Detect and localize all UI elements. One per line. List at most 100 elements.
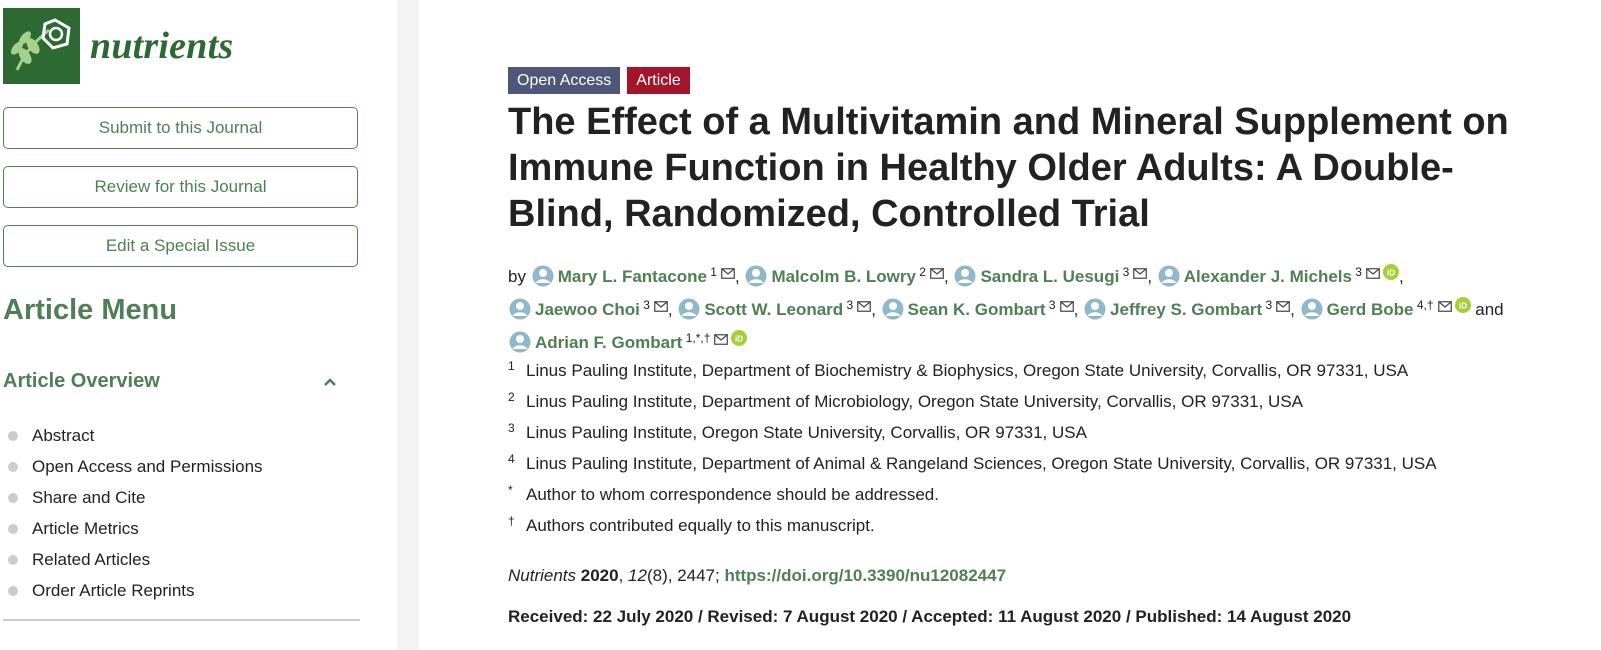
by-label: by — [508, 267, 526, 286]
author-affiliation-sup: 3 — [1262, 298, 1273, 312]
mail-icon[interactable] — [721, 260, 735, 279]
author-name-link[interactable]: Scott W. Leonard — [704, 300, 844, 319]
author-affiliation-sup: 2 — [915, 265, 926, 279]
mail-icon[interactable] — [1276, 293, 1291, 312]
author-profile-icon — [744, 265, 768, 287]
author-item: Gerd Bobe 4,† iD — [1300, 297, 1471, 320]
mail-icon[interactable] — [1133, 260, 1148, 279]
citation-volume: 12 — [628, 566, 647, 585]
edit-special-issue-button[interactable]: Edit a Special Issue — [3, 225, 358, 267]
mail-icon[interactable] — [1437, 293, 1452, 312]
svg-text:iD: iD — [1387, 269, 1395, 278]
journal-name: nutrients — [90, 25, 234, 67]
sidebar: nutrients Submit to this Journal Review … — [0, 0, 397, 650]
orcid-icon[interactable]: iD — [1454, 294, 1471, 313]
author-name-link[interactable]: Gerd Bobe — [1326, 300, 1414, 319]
author-item: Jeffrey S. Gombart 3 — [1083, 298, 1291, 320]
doi-link[interactable]: https://doi.org/10.3390/nu12082447 — [724, 566, 1007, 585]
mail-icon[interactable] — [1366, 260, 1380, 279]
author-name-link[interactable]: Jeffrey S. Gombart — [1110, 300, 1263, 319]
author-name-link[interactable]: Mary L. Fantacone — [557, 267, 707, 286]
citation-journal: Nutrients — [508, 566, 577, 585]
author-affiliation-sup: 4,† — [1413, 298, 1434, 312]
author-name-link[interactable]: Malcolm B. Lowry — [771, 267, 916, 286]
author-affiliation-sup: 3 — [843, 298, 854, 312]
article-overview-toggle[interactable]: Article Overview — [3, 370, 343, 393]
sidebar-divider — [3, 619, 360, 621]
review-for-journal-button[interactable]: Review for this Journal — [3, 166, 358, 208]
author-item: Sandra L. Uesugi 3 — [953, 265, 1148, 287]
author-profile-icon — [531, 265, 555, 287]
affiliation-mark: 1 — [508, 359, 515, 373]
author-name-link[interactable]: Sean K. Gombart — [907, 300, 1046, 319]
article-overview-label: Article Overview — [3, 370, 160, 392]
bullet-icon — [8, 523, 18, 534]
affiliation-mark: 3 — [508, 421, 515, 435]
bullet-icon — [8, 585, 18, 596]
article-menu-title: Article Menu — [3, 294, 178, 326]
affiliation-mark: * — [508, 483, 513, 497]
author-profile-icon — [881, 298, 905, 320]
mail-icon[interactable] — [857, 293, 872, 312]
menu-item-label: Article Metrics — [32, 518, 139, 538]
mail-icon[interactable] — [654, 293, 668, 312]
menu-item-open-access[interactable]: Open Access and Permissions — [8, 451, 263, 482]
author-item: Malcolm B. Lowry 2 — [744, 265, 944, 287]
author-profile-icon — [1083, 298, 1107, 320]
citation-issue: (8), 2447; — [646, 566, 725, 585]
chevron-up-icon[interactable] — [317, 372, 343, 392]
affiliation-text: Authors contributed equally to this manu… — [526, 516, 875, 535]
bullet-icon — [8, 492, 18, 503]
open-access-badge[interactable]: Open Access — [508, 67, 621, 94]
menu-item-order-reprints[interactable]: Order Article Reprints — [8, 575, 263, 606]
affiliation-text: Author to whom correspondence should be … — [526, 485, 939, 504]
menu-item-related-articles[interactable]: Related Articles — [8, 544, 263, 575]
article-main: Open Access Article The Effect of a Mult… — [419, 0, 1601, 650]
author-name-link[interactable]: Adrian F. Gombart — [535, 333, 683, 352]
author-profile-icon — [1157, 265, 1181, 287]
affiliation-mark: 2 — [508, 390, 515, 404]
author-affiliation-sup: 3 — [639, 298, 650, 312]
author-profile-icon — [508, 298, 532, 320]
author-item: Alexander J. Michels 3 iD — [1157, 264, 1399, 287]
menu-item-label: Abstract — [32, 425, 95, 445]
and-label: and — [1475, 300, 1504, 319]
author-name-link[interactable]: Sandra L. Uesugi — [980, 267, 1120, 286]
author-profile-icon — [1300, 298, 1324, 320]
author-item: Mary L. Fantacone 1 — [531, 265, 735, 287]
submit-to-journal-button[interactable]: Submit to this Journal — [3, 107, 358, 149]
author-item: Adrian F. Gombart 1,*,† iD — [508, 330, 748, 353]
mail-icon[interactable] — [930, 260, 944, 279]
citation-line: Nutrients 2020, 12(8), 2447; https://doi… — [508, 566, 1007, 585]
author-affiliation-sup: 1,*,† — [682, 331, 711, 345]
menu-item-label: Order Article Reprints — [32, 580, 195, 600]
mail-icon[interactable] — [1059, 293, 1074, 312]
menu-item-share-cite[interactable]: Share and Cite — [8, 482, 263, 513]
author-affiliation-sup: 3 — [1045, 298, 1056, 312]
journal-logo[interactable]: nutrients — [3, 8, 233, 84]
menu-item-abstract[interactable]: Abstract — [8, 420, 263, 451]
article-menu-list: Abstract Open Access and Permissions Sha… — [8, 420, 263, 606]
author-affiliation-sup: 1 — [706, 265, 717, 279]
bullet-icon — [8, 430, 18, 441]
article-badges: Open Access Article — [508, 67, 690, 94]
orcid-icon[interactable]: iD — [731, 327, 748, 346]
author-name-link[interactable]: Alexander J. Michels — [1183, 267, 1352, 286]
author-name-link[interactable]: Jaewoo Choi — [535, 300, 640, 319]
affiliation-row: 1 Linus Pauling Institute, Department of … — [508, 358, 1588, 389]
author-profile-icon — [953, 265, 977, 287]
bullet-icon — [8, 461, 18, 472]
author-list: by Mary L. Fantacone 1, Malcolm B. Lowry… — [508, 258, 1568, 357]
affiliation-row: * Author to whom correspondence should be… — [508, 482, 1588, 513]
mail-icon[interactable] — [714, 326, 729, 345]
svg-text:iD: iD — [1459, 302, 1467, 311]
affiliation-row: 3 Linus Pauling Institute, Oregon State U… — [508, 420, 1588, 451]
orcid-icon[interactable]: iD — [1382, 261, 1399, 280]
affiliation-row: 2 Linus Pauling Institute, Department of … — [508, 389, 1588, 420]
svg-text:iD: iD — [735, 335, 743, 344]
affiliation-mark: † — [508, 514, 515, 528]
bullet-icon — [8, 554, 18, 565]
menu-item-article-metrics[interactable]: Article Metrics — [8, 513, 263, 544]
affiliation-text: Linus Pauling Institute, Department of B… — [526, 361, 1409, 380]
article-title: The Effect of a Multivitamin and Mineral… — [508, 101, 1509, 235]
